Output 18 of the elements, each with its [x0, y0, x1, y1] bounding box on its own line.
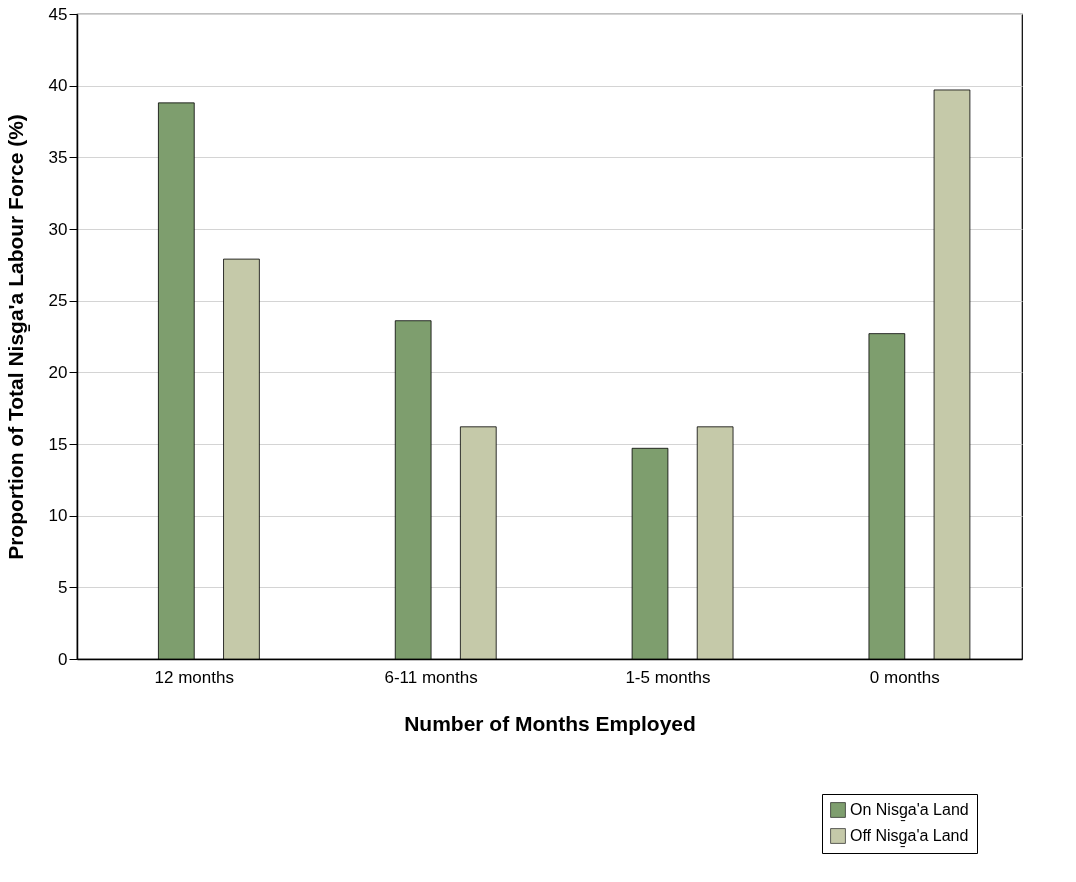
legend-label: Off Nisg̱a'a Land [850, 827, 969, 848]
x-axis-title: Number of Months Employed [404, 711, 696, 735]
x-tick-label: 12 months [154, 667, 234, 687]
y-tick-label: 30 [48, 219, 68, 239]
y-tick-label: 0 [58, 649, 68, 669]
y-tick-label: 15 [48, 434, 68, 454]
x-tick-label: 1-5 months [625, 667, 711, 687]
y-tick-label: 20 [48, 362, 68, 382]
y-tick-label: 25 [48, 291, 68, 311]
y-tick-label: 35 [48, 147, 68, 167]
y-tick-label: 40 [48, 76, 68, 96]
x-tick-label: 0 months [869, 667, 940, 687]
y-axis-title: Proportion of Total Nisg̱a'a Labour Force (%) [3, 114, 30, 560]
y-tick-label: 45 [48, 4, 68, 24]
legend-label: On Nisg̱a'a Land [850, 801, 969, 822]
x-tick-label: 6-11 months [384, 667, 478, 687]
y-tick-label: 10 [48, 506, 68, 526]
y-tick-label: 5 [58, 577, 68, 597]
